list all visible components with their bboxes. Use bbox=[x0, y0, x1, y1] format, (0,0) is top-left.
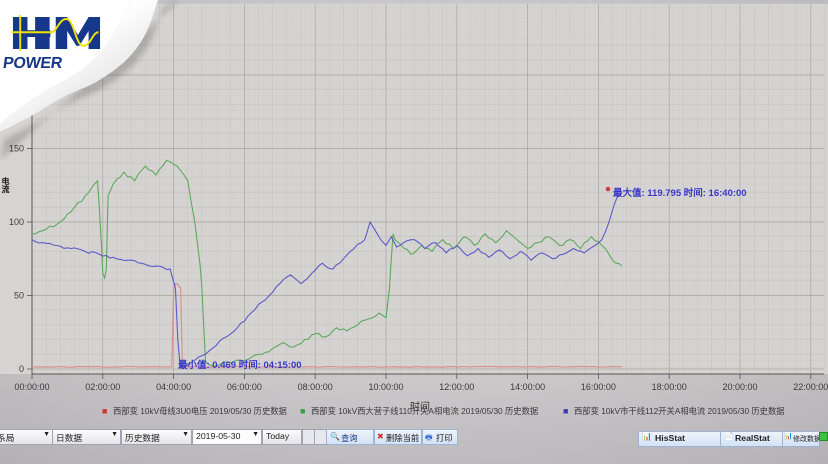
svg-text:10:00:00: 10:00:00 bbox=[368, 382, 403, 392]
svg-text:20:00:00: 20:00:00 bbox=[722, 382, 757, 392]
svg-text:16:00:00: 16:00:00 bbox=[581, 382, 616, 392]
svg-text:22:00:00: 22:00:00 bbox=[793, 382, 828, 392]
svg-text:50: 50 bbox=[14, 291, 24, 301]
svg-text:08:00:00: 08:00:00 bbox=[298, 382, 333, 392]
svg-text:100: 100 bbox=[9, 217, 24, 227]
svg-text:00:00:00: 00:00:00 bbox=[14, 382, 49, 392]
svg-text:12:00:00: 12:00:00 bbox=[439, 382, 474, 392]
svg-text:POWER: POWER bbox=[2, 54, 64, 72]
svg-text:0: 0 bbox=[19, 364, 24, 374]
svg-text:18:00:00: 18:00:00 bbox=[652, 382, 687, 392]
svg-text:02:00:00: 02:00:00 bbox=[85, 382, 120, 392]
svg-text:04:00:00: 04:00:00 bbox=[156, 382, 191, 392]
svg-text:06:00:00: 06:00:00 bbox=[227, 382, 262, 392]
svg-text:14:00:00: 14:00:00 bbox=[510, 382, 545, 392]
